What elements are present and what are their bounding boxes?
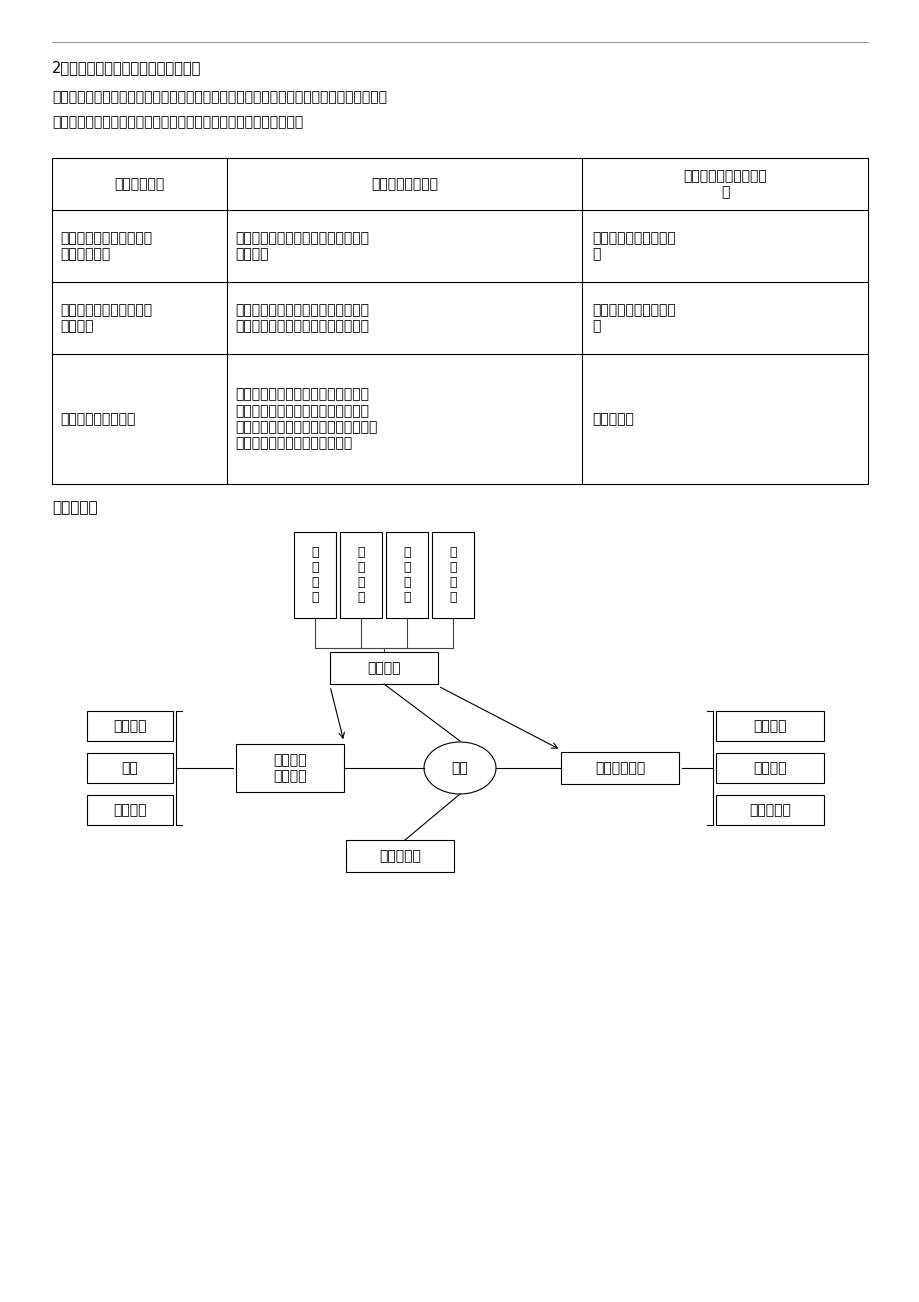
Bar — [330, 652, 437, 684]
Text: 开发早期: 开发早期 — [753, 719, 786, 733]
Text: 矿
产
资
源: 矿 产 资 源 — [448, 546, 456, 604]
Text: 地理环境: 地理环境 — [367, 661, 401, 674]
Text: 板书设计：: 板书设计： — [52, 500, 97, 516]
Text: 三大产业的产值比重格
局: 三大产业的产值比重格 局 — [683, 169, 766, 199]
Text: 传统的农业区域或发展水
平较低的区域: 传统的农业区域或发展水 平较低的区域 — [60, 230, 152, 262]
Text: 随着工业化的加速推进，工业经济比
重迅速上升，第二产业所占比重最大: 随着工业化的加速推进，工业经济比 重迅速上升，第二产业所占比重最大 — [234, 303, 369, 333]
Text: 二、一、三或二、三、
一: 二、一、三或二、三、 一 — [591, 303, 675, 333]
Text: 工业区域或加速推进工业
化的区域: 工业区域或加速推进工业 化的区域 — [60, 303, 152, 333]
Bar — [561, 753, 678, 784]
Text: 地
理
位
置: 地 理 位 置 — [311, 546, 318, 604]
Text: 区域发展水平: 区域发展水平 — [114, 177, 165, 191]
Text: 在区域经济发展的过程中，由于资源配置的变化和人均收入的差异，劳动力表现出由第一产: 在区域经济发展的过程中，由于资源配置的变化和人均收入的差异，劳动力表现出由第一产 — [52, 90, 387, 104]
Bar — [432, 533, 473, 618]
Text: 一、二、三或一、三、
二: 一、二、三或一、三、 二 — [591, 230, 675, 262]
Bar — [346, 840, 453, 872]
Text: 发展水平
发展方向: 发展水平 发展方向 — [273, 753, 306, 783]
Bar — [87, 796, 173, 825]
Text: 气
候
条
件: 气 候 条 件 — [357, 546, 364, 604]
Bar — [386, 533, 427, 618]
Text: 产业结构变化特点: 产业结构变化特点 — [370, 177, 437, 191]
Text: 发展水平较高的区域: 发展水平较高的区域 — [60, 411, 135, 426]
Text: 业向第二、三产业转移的趋势。在此过程中，城市化水平不断提高。: 业向第二、三产业转移的趋势。在此过程中，城市化水平不断提高。 — [52, 115, 303, 129]
Text: 随着城市化水平的不断提高，尤其是
服务业的发展，第三产业的增长速度
逐渐超过第二产业。先进科技和信息、
金融等成为区域发展的主导力量: 随着城市化水平的不断提高，尤其是 服务业的发展，第三产业的增长速度 逐渐超过第二… — [234, 388, 377, 450]
Bar — [87, 753, 173, 783]
Text: 区域: 区域 — [451, 760, 468, 775]
Text: 农业经济比重相当大，第一产业所占
比重最大: 农业经济比重相当大，第一产业所占 比重最大 — [234, 230, 369, 262]
Text: 工业生产: 工业生产 — [113, 803, 147, 816]
Bar — [715, 753, 823, 783]
Text: 农业社会: 农业社会 — [753, 760, 786, 775]
Text: 工商业社会: 工商业社会 — [748, 803, 790, 816]
Bar — [715, 796, 823, 825]
Text: 2、不同发展阶段三大产业结构的变化: 2、不同发展阶段三大产业结构的变化 — [52, 60, 201, 76]
Text: 内涵和特征: 内涵和特征 — [379, 849, 421, 863]
Bar — [236, 743, 344, 792]
Text: 农业生产: 农业生产 — [113, 719, 147, 733]
Text: 不同发展阶段: 不同发展阶段 — [595, 760, 644, 775]
Bar — [87, 711, 173, 741]
Bar — [294, 533, 335, 618]
Text: 土
地
条
件: 土 地 条 件 — [403, 546, 410, 604]
Text: 三、二、一: 三、二、一 — [591, 411, 633, 426]
Bar — [340, 533, 381, 618]
Text: 商业: 商业 — [121, 760, 138, 775]
Bar — [715, 711, 823, 741]
